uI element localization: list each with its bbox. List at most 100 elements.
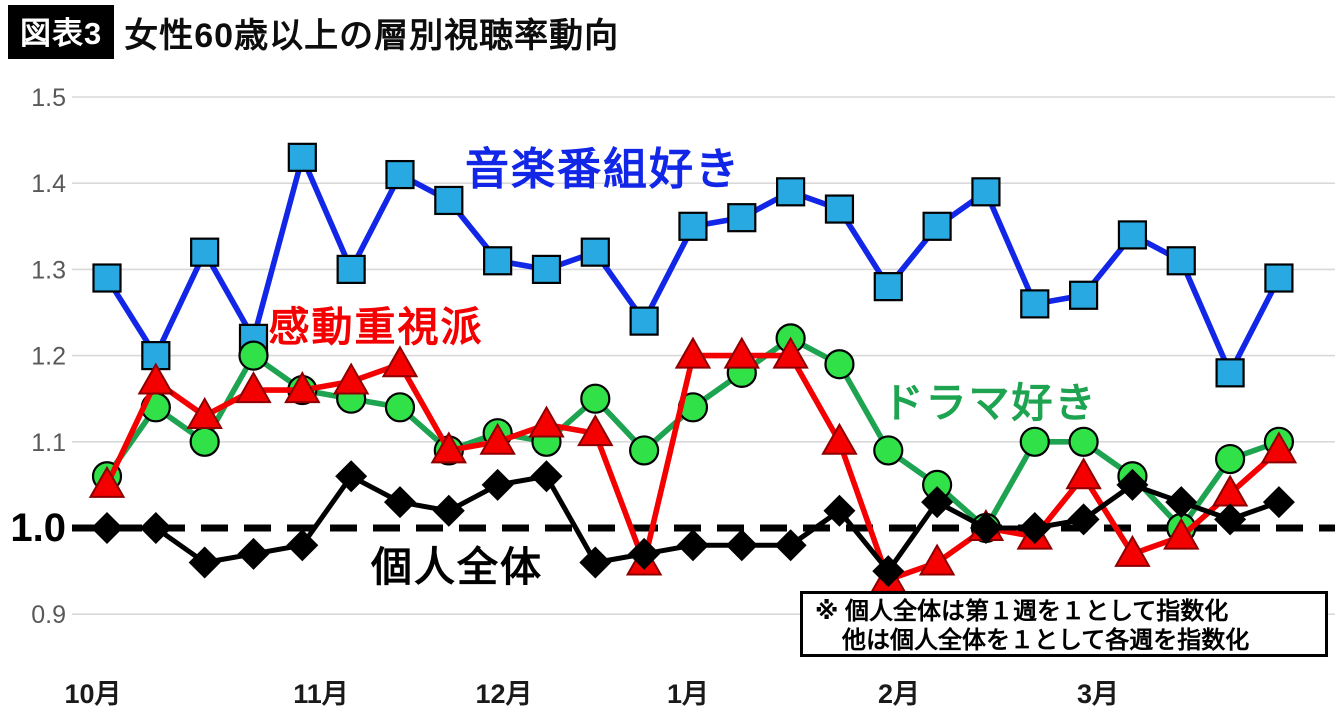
marker-diamond [628,537,661,570]
marker-diamond [1165,486,1198,519]
y-tick-label-baseline: 1.0 [10,506,66,550]
marker-circle [238,340,269,371]
marker-triangle [186,396,223,429]
marker-triangle [528,405,565,438]
marker-triangle [1260,431,1298,464]
x-month-label: 3月 [1077,679,1119,709]
marker-circle [1019,426,1050,457]
marker-diamond [383,486,416,519]
marker-diamond [1262,486,1295,519]
marker-diamond [579,546,612,579]
marker-triangle [284,371,321,404]
y-tick-label: 1.1 [31,429,66,457]
marker-square [190,237,220,267]
x-month-label: 2月 [878,679,920,709]
marker-diamond [725,529,758,562]
marker-diamond [335,460,368,493]
marker-square [922,211,952,241]
series-label: 音楽番組好き [465,145,741,194]
marker-diamond [237,537,270,570]
marker-diamond [286,529,319,562]
marker-triangle [381,345,419,378]
marker-triangle [1114,534,1151,567]
marker-square [434,185,464,216]
series-label: 個人全体 [370,544,543,590]
x-month-label: 11月 [293,679,349,709]
marker-square [483,246,513,276]
marker-triangle [137,362,175,395]
marker-square [580,237,610,267]
marker-circle [1214,443,1246,475]
marker-square [1215,358,1245,388]
marker-square [287,142,317,172]
marker-diamond [872,555,905,588]
marker-triangle [674,336,712,369]
marker-triangle [332,362,370,395]
marker-square [336,254,366,284]
marker-circle [580,383,611,414]
marker-triangle [918,543,956,576]
marker-triangle [577,414,614,447]
marker-square [1166,246,1196,276]
marker-triangle [235,371,272,404]
marker-square [1117,220,1148,250]
footnote-box: ※ 個人全体は第１週を１として指数化 他は個人全体を１として各週を指数化 [800,591,1328,657]
marker-circle [1068,426,1099,457]
footnote-line-2: 他は個人全体を１として各週を指数化 [842,627,1250,654]
marker-diamond [1067,503,1100,536]
marker-circle [189,426,220,457]
marker-square [531,254,562,284]
marker-diamond [969,512,1002,544]
marker-circle [384,392,416,423]
y-tick-label: 1.2 [31,343,66,371]
page-title: 女性60歳以上の層別視聴率動向 [124,16,620,55]
marker-triangle [723,336,761,369]
marker-diamond [1214,503,1247,536]
marker-diamond [481,468,514,501]
marker-triangle [88,465,126,498]
marker-diamond [530,460,563,493]
marker-diamond [774,529,807,562]
marker-square [1020,289,1050,319]
x-month-label: 10月 [64,679,121,709]
marker-square [385,159,415,190]
marker-square [92,263,122,293]
marker-diamond [91,512,123,544]
marker-square [971,177,1001,207]
marker-circle [824,349,855,380]
title-badge: 図表3 [8,5,115,59]
y-tick-label: 1.5 [31,84,66,112]
marker-square [1068,280,1099,310]
marker-triangle [1163,517,1200,550]
marker-diamond [432,494,465,527]
marker-square [727,203,757,233]
series-label: ドラマ好き [883,380,1098,426]
marker-square [824,194,855,224]
marker-triangle [479,422,516,455]
marker-diamond [139,512,172,544]
marker-triangle [430,431,468,464]
marker-triangle [772,336,809,369]
marker-square [678,211,708,241]
marker-circle [873,435,904,466]
marker-triangle [1065,457,1102,490]
marker-circle [629,435,660,466]
marker-square [776,177,806,207]
series-label: 感動重視派 [269,304,484,350]
x-month-label: 12月 [475,679,532,709]
x-month-label: 1月 [667,679,709,709]
marker-triangle [821,422,858,455]
marker-diamond [1018,512,1051,544]
footnote-line-1: ※ 個人全体は第１週を１として指数化 [815,598,1229,625]
marker-square [1264,263,1294,293]
marker-square [629,306,659,336]
marker-diamond [1116,468,1149,501]
y-tick-label: 1.4 [31,170,66,198]
marker-diamond [676,529,709,562]
chart-header: 図表3 女性60歳以上の層別視聴率動向 [8,5,619,59]
y-tick-label: 0.9 [31,601,66,629]
marker-square [873,272,903,302]
marker-diamond [188,546,221,579]
